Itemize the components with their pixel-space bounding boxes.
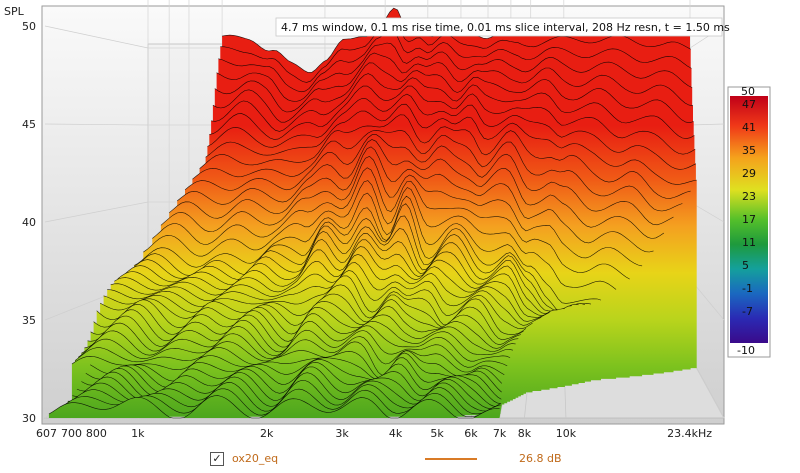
y-tick-label: 50: [22, 20, 36, 33]
ridge-line: [152, 167, 630, 280]
side-spl-grid-line: [44, 25, 149, 49]
colorbar-ticks: 47 41 35 29 23 17 11 5 -1 -7: [742, 98, 756, 318]
ridge-line: [114, 239, 565, 316]
title-box: [275, 17, 723, 37]
ridge-line: [76, 359, 502, 404]
ridge-line: [120, 226, 579, 313]
colorbar-tick-label: -7: [742, 305, 753, 318]
colorbar-tick-label: 35: [742, 144, 756, 157]
ridge-line: [177, 139, 665, 239]
ridge-line: [117, 233, 572, 315]
series-value: 26.8 dB: [519, 452, 562, 465]
ridge-line: [160, 155, 643, 267]
x-tick-label: 4k: [389, 427, 403, 440]
x-tick-label: 5k: [430, 427, 444, 440]
legend: ✓ ox20_eq 26.8 dB: [0, 446, 800, 473]
ridge-line: [218, 29, 692, 93]
x-tick-label: 23.4kHz: [667, 427, 712, 440]
x-tick-label: 8k: [518, 427, 532, 440]
ridge-line: [90, 341, 503, 384]
x-tick-label: 3k: [335, 427, 349, 440]
series-checkbox[interactable]: ✓: [210, 452, 224, 466]
x-tick-label: 6k: [464, 427, 478, 440]
colorbar-tick-label: 5: [742, 259, 749, 272]
ridge-line: [214, 52, 694, 113]
y-tick-label: 35: [22, 314, 36, 327]
x-tick-label: 800: [86, 427, 107, 440]
ridge-line: [207, 93, 697, 170]
ridge-line: [107, 253, 550, 322]
ridge-line: [199, 114, 691, 199]
ridge-line: [192, 129, 683, 212]
ridge-line: [74, 329, 508, 368]
axes: 3035404550556077008001k2k3k4k5k6k7k8k10k…: [22, 20, 712, 440]
ridge-series: [48, 7, 697, 419]
y-tick-label: 30: [22, 412, 36, 425]
ridge-line: [211, 73, 695, 139]
ridge-line: [124, 215, 585, 314]
x-tick-label: 1k: [131, 427, 145, 440]
ridge-line: [48, 395, 500, 419]
x-tick-label: 700: [61, 427, 82, 440]
ridge-fill: [48, 395, 500, 418]
ridge-line: [216, 42, 693, 102]
ridge-line: [127, 203, 592, 314]
colorbar-tick-label: 29: [742, 167, 756, 180]
colorbar-tick-label: 41: [742, 121, 756, 134]
colorbar-gradient: [730, 96, 768, 343]
ridge-line: [71, 336, 505, 375]
ridge-line: [78, 320, 511, 362]
ridge-line: [209, 85, 696, 155]
ridge-line: [103, 262, 542, 326]
colorbar: 50 -10 47 41 35 29 23 17 11 5 -1 -7: [727, 85, 771, 358]
colorbar-tick-label: 23: [742, 190, 756, 203]
ridge-line: [212, 62, 694, 124]
y-tick-label: 40: [22, 216, 36, 229]
colorbar-tick-label: 47: [742, 98, 756, 111]
side-spl-grid-line: [689, 123, 725, 126]
x-tick-label: 10k: [556, 427, 577, 440]
ridge-line: [205, 103, 697, 185]
ridge-line: [81, 357, 502, 400]
ridge-fill: [53, 388, 500, 417]
chart-title: 4.7 ms window, 0.1 ms rise time, 0.01 ms…: [281, 21, 730, 34]
ridge-line: [184, 134, 674, 226]
ridge-line: [85, 351, 502, 393]
ridge-line: [169, 146, 654, 253]
colorbar-tick-label: 11: [742, 236, 756, 249]
side-spl-grid-line: [44, 123, 149, 126]
colorbar-max: 50: [741, 85, 755, 98]
side-spl-grid-line: [44, 201, 149, 223]
ridge-line: [133, 192, 602, 304]
x-tick-label: 2k: [260, 427, 274, 440]
y-axis-label: SPL: [4, 5, 25, 18]
y-tick-label: 45: [22, 118, 36, 131]
series-name: ox20_eq: [232, 452, 279, 465]
chart-svg: 3035404550556077008001k2k3k4k5k6k7k8k10k…: [4, 0, 771, 440]
ridge-line: [110, 246, 558, 318]
x-tick-label: 607: [36, 427, 57, 440]
colorbar-tick-label: -1: [742, 282, 753, 295]
ridge-line: [99, 270, 533, 330]
ridge-line: [143, 180, 617, 290]
series-line-swatch: [425, 458, 477, 460]
x-tick-label: 7k: [493, 427, 507, 440]
colorbar-min: -10: [737, 344, 755, 357]
colorbar-tick-label: 17: [742, 213, 756, 226]
